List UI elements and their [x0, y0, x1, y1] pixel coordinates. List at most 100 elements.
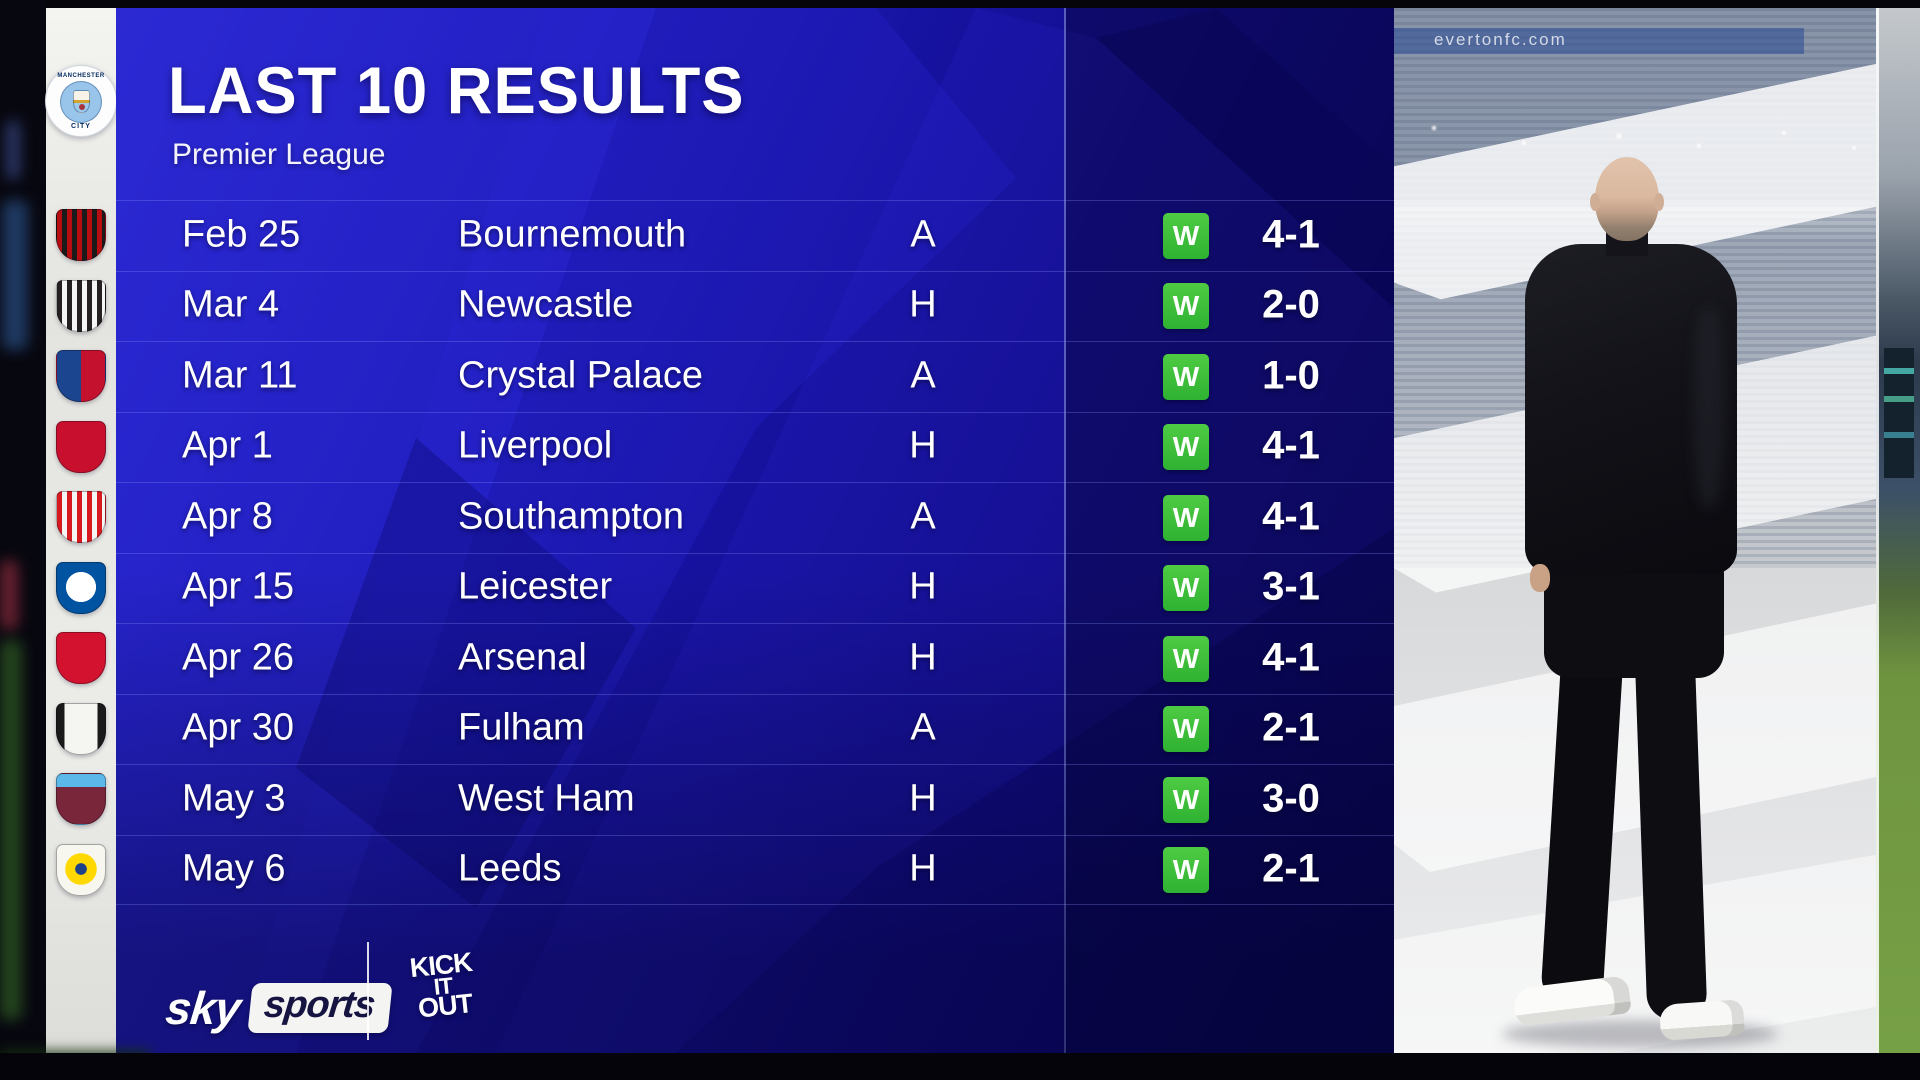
- opponent-name: Newcastle: [458, 283, 634, 326]
- opponent-name: West Ham: [458, 777, 635, 820]
- venue-indicator: H: [909, 636, 937, 679]
- page-title: LAST 10 RESULTS: [168, 53, 745, 127]
- result-row: Mar 11 Crystal Palace A W 1-0: [116, 341, 1394, 412]
- video-background-left: [0, 0, 46, 1080]
- figure-leg: [1634, 647, 1708, 1021]
- club-badge-rose: [79, 104, 85, 110]
- result-row: Apr 8 Southampton A W 4-1: [116, 482, 1394, 553]
- figure-hand: [1530, 564, 1550, 592]
- video-blur-blob: [0, 560, 18, 630]
- score: 4-1: [1262, 423, 1320, 468]
- match-date: Apr 26: [182, 636, 294, 679]
- match-date: Apr 8: [182, 495, 273, 538]
- results-column-divider: [1064, 8, 1394, 1053]
- video-blur-blob: [6, 120, 20, 180]
- video-blur-blob: [0, 640, 22, 1020]
- result-badge: W: [1163, 846, 1209, 893]
- match-date: May 6: [182, 847, 286, 890]
- results-panel: LAST 10 RESULTS Premier League Feb 25 Bo…: [116, 8, 1394, 1053]
- opponent-name: Fulham: [458, 706, 585, 749]
- result-badge: W: [1163, 353, 1209, 400]
- score: 2-0: [1262, 282, 1320, 327]
- white-sneaker: [1658, 999, 1746, 1041]
- opponent-name: Liverpool: [458, 424, 613, 467]
- video-blur-blob: [2, 200, 28, 350]
- result-row: May 3 West Ham H W 3-0: [116, 764, 1394, 835]
- venue-indicator: A: [910, 495, 936, 538]
- score: 3-1: [1262, 564, 1320, 609]
- sky-sports-logo: sky sports: [163, 972, 393, 1044]
- match-date: Mar 11: [182, 354, 298, 397]
- white-sneaker: [1512, 975, 1632, 1027]
- opponent-name: Leeds: [458, 847, 562, 890]
- sky-wordmark: sky: [163, 982, 243, 1034]
- guardiola-photo-panel: evertonfc.com: [1394, 8, 1920, 1053]
- southampton-badge: [56, 491, 106, 543]
- venue-indicator: A: [910, 213, 936, 256]
- result-row: Apr 26 Arsenal H W 4-1: [116, 623, 1394, 694]
- result-row: Apr 30 Fulham A W 2-1: [116, 693, 1394, 765]
- score: 1-0: [1262, 353, 1320, 398]
- stadium-video-sliver: [1876, 8, 1920, 1053]
- match-date: Apr 15: [182, 565, 294, 608]
- figure-leg: [1540, 646, 1624, 1006]
- pep-guardiola-figure: [1394, 8, 1920, 1053]
- match-date: Feb 25: [182, 213, 301, 256]
- figure-ear: [1654, 193, 1664, 211]
- opponent-name: Crystal Palace: [458, 354, 703, 397]
- opponent-name: Arsenal: [458, 636, 587, 679]
- crystal-palace-badge: [56, 350, 106, 402]
- venue-indicator: H: [909, 777, 937, 820]
- diagonal-ribbon-pattern: [116, 8, 1394, 1053]
- sports-wordmark-box: sports: [247, 983, 393, 1033]
- match-date: Apr 30: [182, 706, 294, 749]
- match-date: Apr 1: [182, 424, 273, 467]
- result-row: Mar 4 Newcastle H W 2-0: [116, 270, 1394, 342]
- arsenal-badge: [56, 632, 106, 684]
- venue-indicator: H: [909, 565, 937, 608]
- opponent-name: Southampton: [458, 495, 685, 538]
- opponent-name: Bournemouth: [458, 213, 687, 256]
- match-date: Mar 4: [182, 283, 280, 326]
- venue-indicator: A: [910, 354, 936, 397]
- logo-separator: [367, 942, 369, 1040]
- competition-subtitle: Premier League: [172, 138, 386, 171]
- bottom-letterbox: [0, 1053, 1920, 1080]
- jacket-arm-shading: [1694, 308, 1724, 508]
- result-badge: W: [1163, 212, 1209, 259]
- result-badge: W: [1163, 635, 1209, 682]
- liverpool-badge: [56, 420, 106, 473]
- score: 4-1: [1262, 212, 1320, 257]
- bournemouth-badge: [56, 209, 106, 261]
- result-row: May 6 Leeds H W 2-1: [116, 834, 1394, 905]
- figure-ear: [1590, 193, 1600, 211]
- club-badge-inner-circle: [60, 81, 102, 123]
- results-table: Feb 25 Bournemouth A W 4-1 Mar 4 Newcast…: [116, 200, 1394, 905]
- score: 3-0: [1262, 776, 1320, 821]
- result-badge: W: [1163, 565, 1209, 612]
- leicester-badge: [56, 561, 106, 614]
- club-badge-text-bottom: CITY: [71, 123, 91, 130]
- result-row: Apr 1 Liverpool H W 4-1: [116, 411, 1394, 483]
- result-badge: W: [1163, 776, 1209, 823]
- team-badge-strip: MANCHESTER CITY: [45, 8, 117, 1053]
- result-badge: W: [1163, 494, 1209, 541]
- club-badge-shield: [73, 90, 90, 113]
- opponent-name: Leicester: [458, 565, 613, 608]
- newcastle-badge: [56, 279, 106, 332]
- venue-indicator: H: [909, 283, 937, 326]
- match-date: May 3: [182, 777, 286, 820]
- venue-indicator: H: [909, 847, 937, 890]
- result-row: Apr 15 Leicester H W 3-1: [116, 552, 1394, 624]
- score: 4-1: [1262, 635, 1320, 680]
- result-row: Feb 25 Bournemouth A W 4-1: [116, 200, 1394, 271]
- result-badge: W: [1163, 283, 1209, 330]
- leeds-badge: [56, 843, 106, 896]
- result-badge: W: [1163, 706, 1209, 753]
- score: 4-1: [1262, 494, 1320, 539]
- venue-indicator: A: [910, 706, 936, 749]
- stadium-banner: [1394, 28, 1805, 54]
- west-ham-badge: [56, 773, 106, 825]
- sports-wordmark: sports: [261, 984, 377, 1026]
